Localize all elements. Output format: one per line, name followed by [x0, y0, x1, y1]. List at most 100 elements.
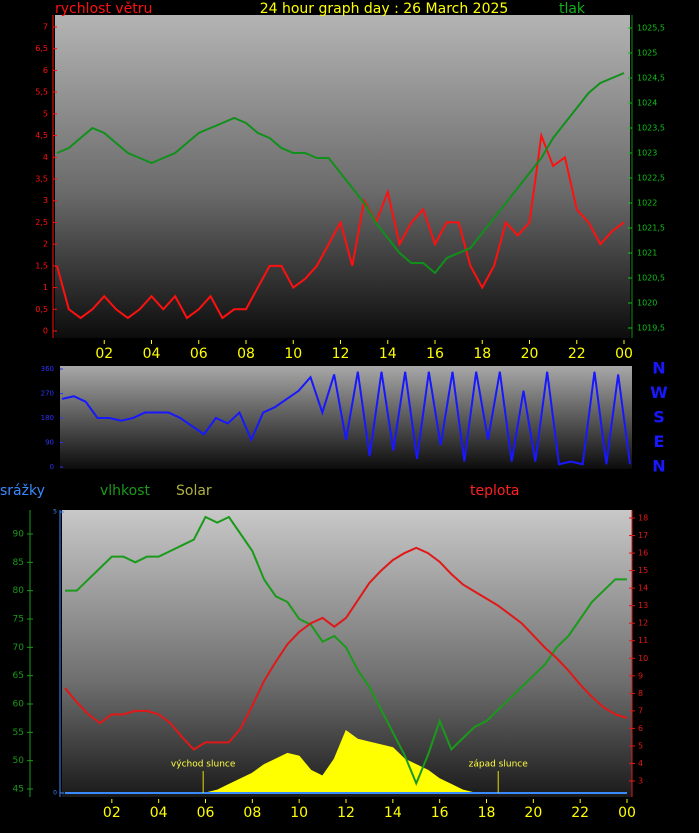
- y-tick-label: 1020,5: [637, 274, 665, 283]
- legend-label: rychlost větru: [55, 1, 152, 17]
- y-tick-label: 75: [13, 615, 24, 625]
- y-tick-label: 360: [41, 365, 54, 373]
- y-tick-label: 1,5: [35, 261, 48, 270]
- x-tick-label: 22: [568, 346, 586, 362]
- legend-label: tlak: [559, 1, 586, 17]
- x-tick-label: 16: [431, 805, 449, 821]
- y-tick-label: 0: [50, 463, 54, 471]
- line: [56, 131, 625, 320]
- legend-label: teplota: [470, 483, 520, 499]
- y-tick-label: N: [652, 359, 665, 378]
- x-tick-label: 06: [197, 805, 215, 821]
- y-tick-label: 1019,5: [637, 324, 665, 333]
- line: [56, 72, 625, 275]
- y-tick-label: 45: [13, 785, 24, 795]
- x-tick-label: 00: [618, 805, 636, 821]
- x-tick-label: 14: [384, 805, 402, 821]
- x-tick-label: 18: [478, 805, 496, 821]
- x-tick-label: 22: [571, 805, 589, 821]
- y-tick-label: 6: [638, 724, 643, 733]
- x-tick-label: 16: [426, 346, 444, 362]
- y-tick-label: 1025: [637, 49, 657, 58]
- y-tick-label: 16: [638, 549, 648, 558]
- y-tick-label: 2: [43, 240, 48, 249]
- x-tick-label: 12: [332, 346, 350, 362]
- y-tick-label: 11: [638, 636, 648, 645]
- y-tick-label: 90: [45, 439, 54, 447]
- x-tick-label: 18: [473, 346, 491, 362]
- y-tick-label: 4: [638, 759, 643, 768]
- x-tick-label: 20: [521, 346, 539, 362]
- x-tick-label: 08: [237, 346, 255, 362]
- x-tick-label: 12: [337, 805, 355, 821]
- x-tick-label: 20: [524, 805, 542, 821]
- x-tick-label: 06: [190, 346, 208, 362]
- y-tick-label: 0: [43, 327, 48, 336]
- y-tick-label: 6: [43, 66, 48, 75]
- y-tick-label: 50: [13, 756, 25, 766]
- y-tick-label: 14: [638, 584, 648, 593]
- y-tick-label: E: [654, 432, 665, 451]
- y-tick-label: 0: [53, 790, 57, 797]
- y-tick-label: 5: [638, 741, 643, 750]
- y-tick-label: 4,5: [35, 131, 48, 140]
- y-tick-label: 55: [13, 728, 24, 738]
- y-tick-label: 90: [13, 530, 25, 540]
- x-tick-label: 10: [284, 346, 302, 362]
- y-tick-label: 5: [53, 509, 57, 516]
- y-tick-label: 270: [41, 390, 54, 398]
- x-tick-label: 14: [379, 346, 397, 362]
- y-tick-label: 2,5: [35, 218, 48, 227]
- y-tick-label: 4: [43, 153, 48, 162]
- annotation: západ slunce: [469, 760, 529, 770]
- y-tick-label: 1: [43, 283, 48, 292]
- y-tick-label: 3: [43, 196, 48, 205]
- y-tick-label: 10: [638, 654, 648, 663]
- y-tick-label: S: [653, 408, 665, 427]
- y-tick-label: 9: [638, 671, 643, 680]
- y-tick-label: 65: [13, 671, 24, 681]
- x-tick-label: 10: [290, 805, 308, 821]
- line: [64, 546, 628, 751]
- y-tick-label: 1024: [637, 99, 657, 108]
- y-tick-label: 80: [13, 586, 25, 596]
- x-tick-label: 02: [95, 346, 113, 362]
- y-tick-label: 70: [13, 643, 25, 653]
- y-tick-label: N: [652, 457, 665, 476]
- y-tick-label: 1020: [637, 299, 657, 308]
- y-tick-label: 1021,5: [637, 224, 665, 233]
- y-tick-label: 5: [43, 109, 48, 118]
- y-tick-label: 1023,5: [637, 124, 665, 133]
- y-tick-label: 3: [638, 777, 643, 786]
- y-tick-label: 7: [638, 706, 643, 715]
- y-tick-label: 85: [13, 558, 24, 568]
- y-tick-label: 1022: [637, 199, 657, 208]
- y-tick-label: 1023: [637, 149, 657, 158]
- x-tick-label: 02: [103, 805, 121, 821]
- y-tick-label: 17: [638, 531, 648, 540]
- y-tick-label: 1025,5: [637, 24, 665, 33]
- y-tick-label: 180: [41, 414, 54, 422]
- y-tick-label: 5,5: [35, 88, 48, 97]
- y-tick-label: W: [650, 383, 668, 402]
- y-tick-label: 12: [638, 619, 648, 628]
- x-tick-label: 00: [615, 346, 633, 362]
- x-tick-label: 04: [143, 346, 161, 362]
- y-tick-label: 8: [638, 689, 643, 698]
- y-tick-label: 13: [638, 601, 648, 610]
- line: [61, 371, 631, 466]
- y-tick-label: 7: [43, 23, 48, 32]
- y-tick-label: 18: [638, 514, 648, 523]
- legend-label: srážky: [0, 483, 45, 499]
- chart-title: 24 hour graph day : 26 March 2025: [260, 1, 509, 17]
- legend-label: vlhkost: [100, 483, 151, 499]
- line: [65, 515, 627, 786]
- y-tick-label: 1024,5: [637, 74, 665, 83]
- y-tick-label: 1021: [637, 249, 657, 258]
- legend-label: Solar: [176, 483, 212, 499]
- y-tick-label: 15: [638, 566, 648, 575]
- x-tick-label: 08: [243, 805, 261, 821]
- y-tick-label: 6,5: [35, 44, 48, 53]
